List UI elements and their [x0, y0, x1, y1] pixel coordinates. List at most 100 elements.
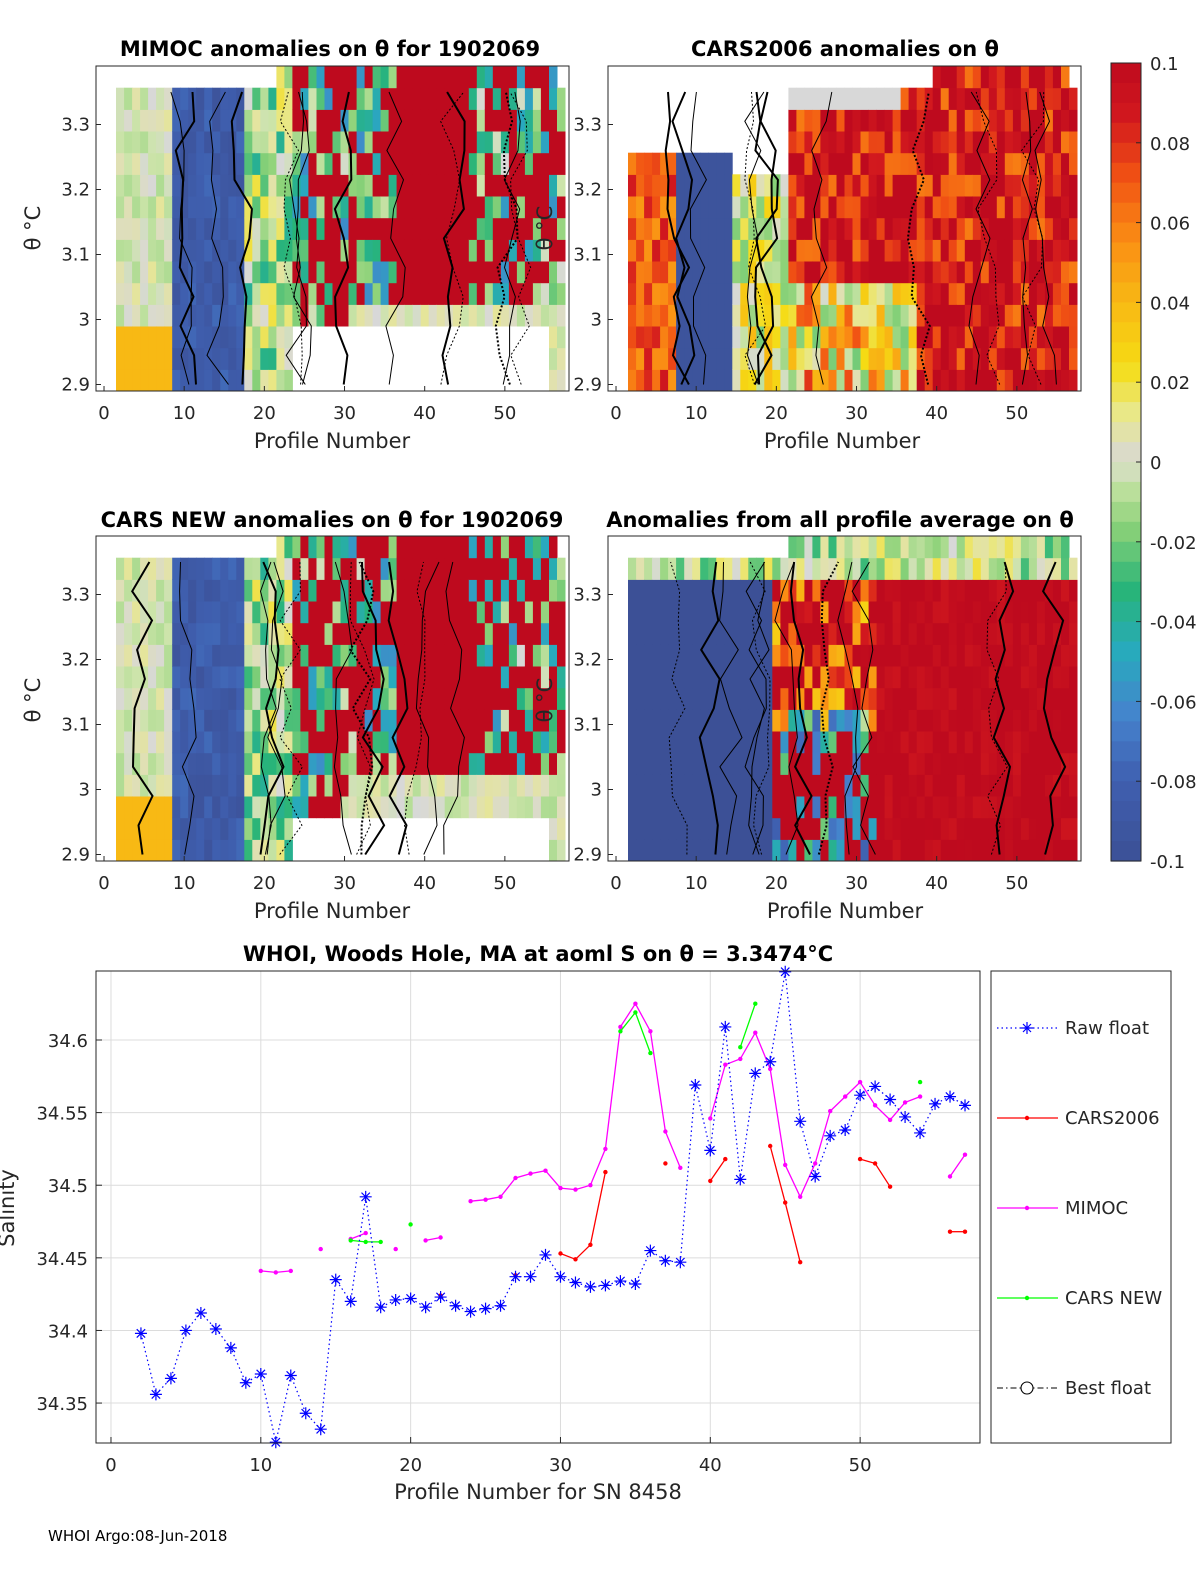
- heatmap-cell: [876, 839, 886, 862]
- heatmap-cell: [764, 796, 773, 819]
- heatmap-cell: [516, 304, 526, 327]
- contour-line: [170, 91, 193, 385]
- heatmap-cell: [284, 709, 293, 732]
- data-point: [944, 1090, 957, 1103]
- heatmap-cell: [557, 817, 566, 840]
- heatmap-cell: [524, 196, 534, 219]
- heatmap-cell: [1036, 174, 1046, 197]
- heatmap-cell: [636, 369, 645, 392]
- heatmap-cell: [1028, 709, 1038, 732]
- heatmap-cell: [660, 579, 669, 602]
- heatmap-cell: [748, 282, 757, 305]
- heatmap-cell: [180, 174, 189, 197]
- data-point: [813, 1161, 818, 1166]
- heatmap-cell: [420, 109, 430, 132]
- heatmap-cell: [172, 282, 181, 305]
- heatmap-cell: [196, 347, 205, 370]
- heatmap-cell: [1012, 196, 1022, 219]
- heatmap-cell: [668, 196, 677, 219]
- heatmap-cell: [716, 644, 725, 667]
- heatmap-cell: [940, 196, 950, 219]
- heatmap-cell: [284, 282, 293, 305]
- heatmap-cell: [956, 196, 966, 219]
- heatmap-cell: [852, 282, 861, 305]
- heatmap-cell: [636, 774, 645, 797]
- heatmap-cell: [212, 731, 221, 754]
- heatmap-cell: [868, 282, 878, 305]
- heatmap-cell: [692, 666, 701, 689]
- heatmap-cell: [1028, 174, 1038, 197]
- heatmap-cell: [1020, 796, 1030, 819]
- heatmap-cell: [476, 796, 486, 819]
- heatmap-cell: [924, 239, 934, 262]
- heatmap-cell: [988, 557, 998, 580]
- heatmap-cell: [948, 152, 958, 175]
- heatmap-cell: [204, 282, 213, 305]
- heatmap-cell: [332, 557, 341, 580]
- heatmap-cell: [116, 709, 125, 732]
- heatmap-cell: [972, 174, 982, 197]
- heatmap-cell: [692, 326, 701, 349]
- heatmap-cell: [924, 709, 934, 732]
- heatmap-cell: [812, 536, 821, 559]
- heatmap-cell: [500, 579, 510, 602]
- heatmap-cell: [828, 217, 837, 240]
- heatmap-cell: [812, 557, 821, 580]
- heatmap-cell: [660, 369, 669, 392]
- heatmap-cell: [540, 152, 550, 175]
- heatmap-cell: [860, 687, 869, 710]
- heatmap-cell: [660, 261, 669, 284]
- heatmap-cell: [1044, 282, 1054, 305]
- heatmap-cell: [484, 536, 494, 559]
- heatmap-cell: [140, 796, 149, 819]
- heatmap-cell: [740, 217, 749, 240]
- heatmap-cell: [316, 261, 325, 284]
- heatmap-cell: [844, 131, 853, 154]
- heatmap-cell: [988, 304, 998, 327]
- heatmap-cell: [236, 174, 245, 197]
- heatmap-cell: [476, 239, 486, 262]
- heatmap-cell: [268, 839, 277, 862]
- heatmap-cell: [916, 326, 926, 349]
- heatmap-cell: [708, 174, 717, 197]
- heatmap-cell: [684, 557, 693, 580]
- heatmap-cell: [180, 839, 189, 862]
- heatmap-cell: [260, 109, 269, 132]
- heatmap-cell: [884, 239, 894, 262]
- heatmap-cell: [252, 796, 261, 819]
- heatmap-cell: [820, 304, 829, 327]
- heatmap-cell: [900, 796, 910, 819]
- heatmap-cell: [796, 282, 805, 305]
- heatmap-cell: [196, 109, 205, 132]
- heatmap-cell: [660, 304, 669, 327]
- heatmap-cell: [124, 261, 133, 284]
- heatmap-cell: [964, 326, 974, 349]
- heatmap-cell: [268, 817, 277, 840]
- x-tick-label: 10: [173, 403, 196, 424]
- heatmap-cell: [1004, 536, 1014, 559]
- heatmap-cell: [876, 644, 886, 667]
- heatmap-cell: [484, 304, 494, 327]
- heatmap-cell: [804, 666, 813, 689]
- heatmap-cell: [828, 152, 837, 175]
- heatmap-cell: [844, 687, 853, 710]
- heatmap-cell: [628, 752, 637, 775]
- y-tick-label: 3.1: [573, 245, 602, 266]
- heatmap-cell: [372, 752, 382, 775]
- data-point: [854, 1089, 867, 1102]
- heatmap-cell: [732, 839, 741, 862]
- heatmap-cell: [196, 87, 205, 110]
- colorbar-tick-label: 0.1: [1150, 54, 1179, 75]
- heatmap-cell: [516, 261, 526, 284]
- heatmap-cell: [380, 217, 390, 240]
- heatmap-cell: [724, 557, 733, 580]
- data-point: [704, 1144, 717, 1157]
- heatmap-cell: [236, 796, 245, 819]
- heatmap-cell: [132, 752, 141, 775]
- heatmap-cell: [956, 282, 966, 305]
- contour-line: [668, 561, 688, 855]
- heatmap-cell: [244, 579, 253, 602]
- contour-line: [671, 91, 696, 385]
- heatmap-cell: [644, 217, 653, 240]
- heatmap-cell: [1044, 817, 1054, 840]
